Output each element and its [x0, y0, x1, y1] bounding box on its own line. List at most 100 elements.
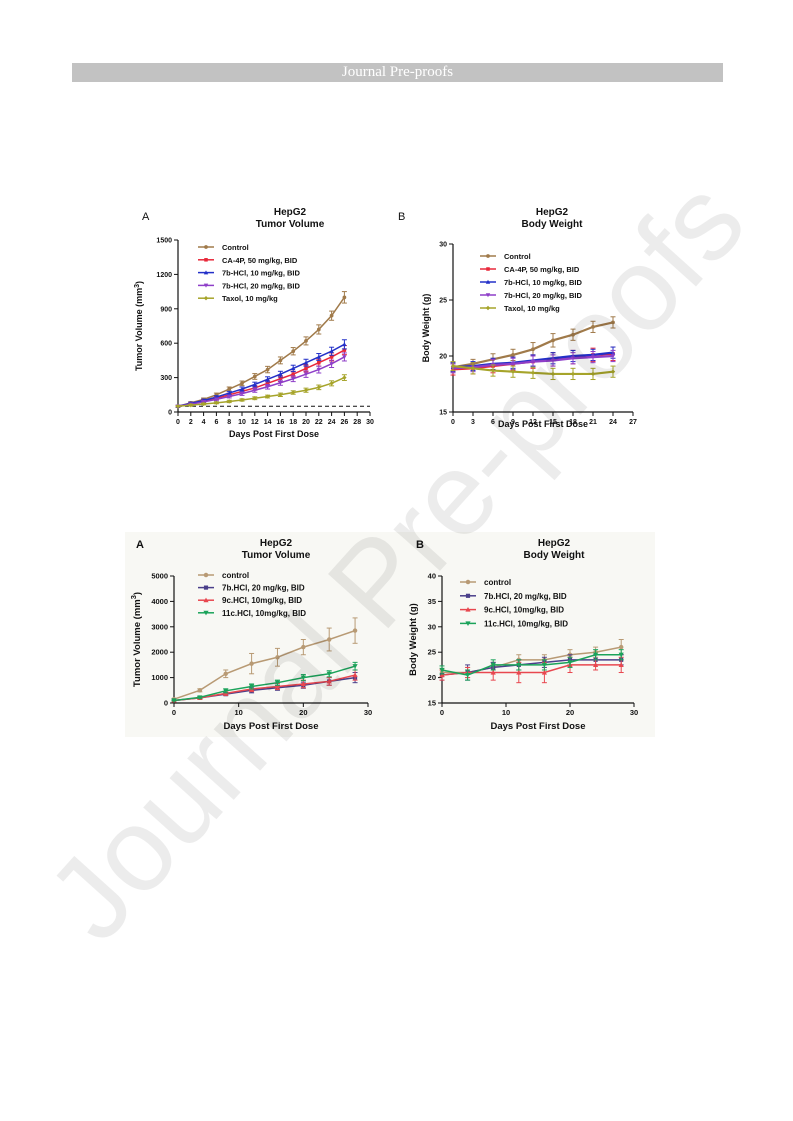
x-tick-label: 20: [566, 708, 574, 717]
data-point: [291, 366, 296, 371]
data-point: [227, 390, 232, 395]
x-axis-label: Days Post First Dose: [223, 721, 318, 732]
data-point: [571, 332, 575, 337]
data-point: [252, 382, 257, 387]
series-line: [173, 674, 356, 702]
data-point: [590, 355, 596, 360]
y-tick-label: 0: [168, 410, 172, 417]
y-tick-label: 1500: [156, 238, 172, 245]
data-point: [593, 662, 599, 667]
data-point: [329, 349, 334, 353]
x-tick-label: 10: [234, 708, 242, 717]
x-tick-label: 21: [589, 419, 597, 426]
x-tick-label: 0: [176, 419, 180, 426]
x-tick-label: 18: [289, 419, 297, 426]
journal-header: Journal Pre-proofs: [72, 63, 723, 82]
x-tick-label: 6: [491, 419, 495, 426]
y-tick-label: 0: [164, 699, 168, 708]
legend-marker: [485, 305, 491, 311]
y-axis-label-text: Body Weight (g): [421, 294, 431, 363]
data-point: [278, 381, 283, 385]
data-point: [570, 371, 576, 377]
data-point: [352, 664, 358, 669]
data-point: [567, 660, 573, 665]
y-tick-label: 1200: [156, 272, 172, 279]
legend-label: 7b.HCl, 20 mg/kg, BID: [222, 584, 305, 593]
data-point: [530, 359, 536, 364]
legend-marker: [203, 572, 209, 578]
y-tick-label: 15: [439, 410, 447, 417]
x-tick-label: 0: [451, 419, 455, 426]
chart-title: HepG2: [274, 207, 307, 218]
x-tick-label: 27: [629, 419, 637, 426]
y-tick-label: 30: [439, 242, 447, 249]
data-point: [227, 387, 232, 391]
legend-marker: [204, 258, 208, 262]
y-tick-label: 20: [439, 354, 447, 361]
series-line: [441, 653, 622, 676]
y-axis-label: Body Weight (g): [421, 294, 431, 363]
legend-marker: [486, 267, 490, 271]
chart-subtitle: Tumor Volume: [242, 550, 311, 561]
legend-marker: [203, 270, 209, 275]
data-point: [511, 353, 515, 357]
legend-label: 7b-HCl, 10 mg/kg, BID: [504, 278, 583, 287]
data-point: [223, 688, 229, 694]
data-point: [342, 375, 347, 380]
data-point: [214, 397, 219, 402]
y-tick-label: 600: [160, 341, 172, 348]
data-point: [618, 652, 624, 658]
data-point: [300, 675, 306, 681]
chart-title: HepG2: [260, 538, 293, 549]
data-point: [316, 327, 321, 332]
legend-label: 7b.HCl, 20 mg/kg, BID: [484, 592, 567, 601]
series-0: [175, 291, 347, 409]
x-tick-label: 18: [569, 419, 577, 426]
legend-marker: [204, 245, 208, 249]
legend-label: CA-4P, 50 mg/kg, BID: [504, 265, 580, 274]
series-line: [177, 376, 345, 408]
y-axis-label-end: ): [134, 281, 144, 284]
data-point: [326, 678, 332, 684]
legend-marker: [485, 279, 491, 284]
x-axis-label: Days Post First Dose: [490, 721, 585, 732]
data-point: [490, 669, 496, 675]
data-point: [342, 355, 347, 360]
y-tick-label: 5000: [151, 572, 168, 581]
x-tick-label: 24: [609, 419, 617, 426]
data-point: [252, 374, 257, 379]
data-point: [531, 347, 535, 352]
x-tick-label: 26: [341, 419, 349, 426]
x-tick-label: 14: [264, 419, 272, 426]
series-line: [441, 659, 622, 676]
x-tick-label: 0: [172, 708, 176, 717]
y-tick-label: 25: [439, 298, 447, 305]
legend-label: Taxol, 10 mg/kg: [504, 304, 560, 313]
x-tick-label: 8: [227, 419, 231, 426]
data-point: [249, 661, 254, 666]
x-tick-label: 3: [471, 419, 475, 426]
data-point: [551, 338, 555, 343]
x-tick-label: 10: [238, 419, 246, 426]
x-tick-label: 30: [364, 708, 372, 717]
data-point: [593, 652, 599, 658]
data-point: [304, 366, 308, 371]
legend-marker: [486, 254, 490, 258]
x-axis-label: Days Post First Dose: [498, 419, 588, 429]
data-point: [618, 644, 624, 650]
y-axis-label-end: ): [132, 592, 143, 595]
y-tick-label: 30: [428, 622, 436, 631]
y-axis-label: Body Weight (g): [408, 603, 419, 676]
y-axis-label-sup: 3: [134, 284, 141, 288]
panel-letter: B: [398, 211, 405, 223]
chart-body-weight-2: B HepG2 Body Weight 15 20 25 30 35 40 0 10 20 30 Days…: [394, 532, 664, 732]
series-4: [450, 361, 616, 381]
data-point: [516, 662, 522, 668]
chart-title: HepG2: [538, 538, 571, 549]
data-point: [274, 683, 281, 689]
chart-tumor-volume-1: A HepG2 Tumor Volume 0 300 600 900 1200 1500 0 2 4 6…: [110, 205, 390, 450]
legend-marker: [465, 607, 471, 612]
data-point: [265, 367, 270, 372]
